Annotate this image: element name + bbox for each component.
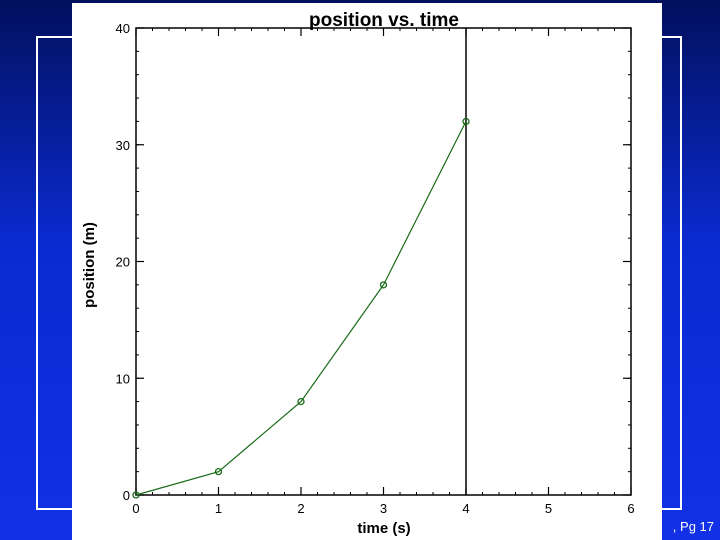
- x-tick-label: 2: [297, 501, 304, 516]
- x-tick-label: 0: [132, 501, 139, 516]
- position-time-chart: position vs. time time (s) position (m) …: [81, 10, 635, 537]
- y-tick-label: 10: [116, 371, 130, 386]
- y-tick-label: 40: [116, 21, 130, 36]
- slide-footer-text: , Pg 17: [672, 519, 714, 534]
- x-axis-label: time (s): [357, 520, 410, 537]
- y-tick-label: 20: [116, 255, 130, 270]
- x-tick-label: 1: [215, 501, 222, 516]
- chart-title: position vs. time: [309, 10, 459, 31]
- x-tick-label: 5: [545, 501, 552, 516]
- x-tick-label: 4: [462, 501, 469, 516]
- data-point: [132, 491, 140, 499]
- x-tick-label: 6: [627, 501, 634, 516]
- data-point: [214, 467, 223, 476]
- x-tick-label: 3: [380, 501, 387, 516]
- data-point: [297, 397, 305, 406]
- data-point: [462, 117, 470, 126]
- series-line: [135, 121, 467, 496]
- y-axis-label: position (m): [81, 222, 98, 308]
- y-tick-label: 30: [116, 138, 130, 153]
- plot-frame: [135, 27, 632, 496]
- plot-area: 0 1 2 3 4 5 6 0 10 20 30 40: [116, 21, 635, 516]
- y-tick-label: 0: [123, 488, 130, 503]
- data-point: [379, 281, 388, 289]
- chart-panel: position vs. time time (s) position (m) …: [72, 3, 662, 540]
